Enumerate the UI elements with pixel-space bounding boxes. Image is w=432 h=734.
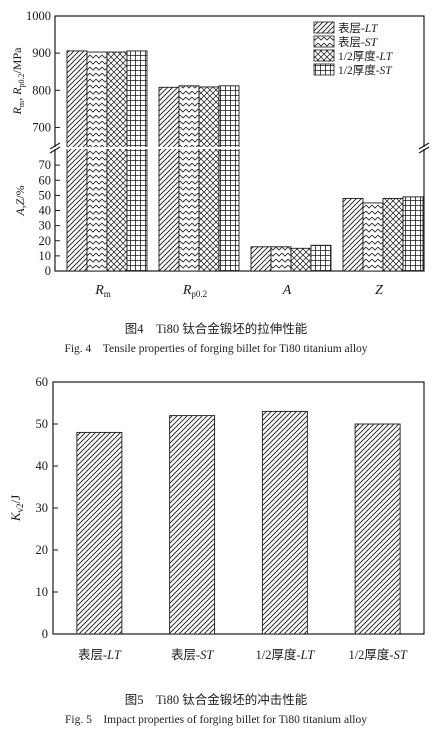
legend-label-1: 表层-LT xyxy=(338,21,379,35)
x-tick-label-Rp0.2: Rp0.2 xyxy=(182,283,207,299)
bar-Rm-3 xyxy=(106,51,128,272)
axis-break-mark-2-a xyxy=(418,142,430,150)
fig4-caption-zh: 图4 Ti80 钛合金锻坯的拉伸性能 xyxy=(124,322,308,336)
bar-Rp0.2-3 xyxy=(198,86,220,272)
bar-A-2 xyxy=(270,246,292,272)
legend-label-3: 1/2厚度-LT xyxy=(338,49,394,63)
y-tick-label-50: 50 xyxy=(36,417,49,431)
y-tick-label-60: 60 xyxy=(36,375,49,389)
fig5-caption-zh: 图5 Ti80 钛合金锻坯的冲击性能 xyxy=(124,693,308,707)
y-tick-label-10: 10 xyxy=(36,585,49,599)
y-tick-label-lower-50: 50 xyxy=(39,188,52,202)
bar-A-1 xyxy=(250,246,272,272)
y-tick-label-30: 30 xyxy=(36,501,49,515)
y-tick-label-lower-30: 30 xyxy=(39,219,52,233)
bar-A-3 xyxy=(290,247,312,272)
x-tick-label-A: A xyxy=(282,283,292,298)
axis-break-gap xyxy=(49,147,430,149)
legend-swatch-2 xyxy=(313,35,335,48)
legend-label-2: 表层-ST xyxy=(338,35,379,49)
legend-swatch-4 xyxy=(313,63,335,76)
impact-properties-chart: 0 10 20 30 40 50 60 Kv2/J 表层-LT 表层-ST 1/2厚度-LT 1/2厚… xyxy=(8,375,425,662)
y-axis-label: Kv2/J xyxy=(8,495,25,522)
legend-label-4: 1/2厚度-ST xyxy=(338,63,393,77)
y-tick-label-upper-1000: 1000 xyxy=(26,9,51,23)
x-tick-label-3: 1/2厚度-LT xyxy=(255,647,315,662)
x-tick-label-2: 表层-ST xyxy=(171,648,214,662)
bar-Rp0.2-4 xyxy=(218,85,240,272)
axis-break-mark-1-a xyxy=(49,142,61,150)
fig5-caption-en: Fig. 5 Impact properties of forging bill… xyxy=(65,714,367,726)
bar-Z-3 xyxy=(382,197,404,272)
y-tick-label-0: 0 xyxy=(42,627,48,641)
legend-swatch-3 xyxy=(313,49,335,62)
bar-Rp0.2-2 xyxy=(178,85,200,272)
axis-break-mark-2-b xyxy=(418,146,430,154)
y-tick-label-40: 40 xyxy=(36,459,49,473)
bar-Rm-4 xyxy=(126,50,148,272)
y-tick-label-upper-800: 800 xyxy=(32,83,51,97)
y-axis-label-upper: Rm, Rp0.2/MPa xyxy=(10,47,26,116)
x-tick-label-1: 表层-LT xyxy=(78,648,122,662)
y-tick-label-lower-10: 10 xyxy=(39,249,52,263)
y-tick-label-lower-70: 70 xyxy=(39,158,52,172)
fig4-caption-en: Fig. 4 Tensile properties of forging bil… xyxy=(64,343,368,355)
legend-swatch-1 xyxy=(313,21,335,34)
bar-Z-4 xyxy=(402,196,424,272)
y-axis-label-lower: A,Z/% xyxy=(13,185,27,216)
bar-A-4 xyxy=(310,244,332,272)
x-tick-label-Z: Z xyxy=(375,283,383,298)
y-tick-label-lower-0: 0 xyxy=(45,264,51,278)
y-tick-label-upper-900: 900 xyxy=(32,46,51,60)
bar-2 xyxy=(169,415,216,635)
bar-Rm-1 xyxy=(66,50,88,272)
axis-break-mark-1-b xyxy=(49,146,61,154)
x-tick-label-4: 1/2厚度-ST xyxy=(348,647,407,662)
y-tick-label-lower-40: 40 xyxy=(39,204,52,218)
bar-4 xyxy=(354,423,401,635)
y-tick-label-20: 20 xyxy=(36,543,49,557)
y-tick-label-lower-20: 20 xyxy=(39,234,52,248)
x-tick-label-Rm: Rm xyxy=(94,283,111,299)
bar-3 xyxy=(261,410,308,635)
y-tick-label-lower-60: 60 xyxy=(39,173,52,187)
y-tick-label-upper-700: 700 xyxy=(32,120,51,134)
bar-Rp0.2-1 xyxy=(158,86,180,272)
bar-1 xyxy=(76,431,123,635)
bar-Rm-2 xyxy=(86,51,108,272)
plot-frame xyxy=(54,15,425,272)
bar-Z-1 xyxy=(342,197,364,272)
bar-Z-2 xyxy=(362,202,384,272)
